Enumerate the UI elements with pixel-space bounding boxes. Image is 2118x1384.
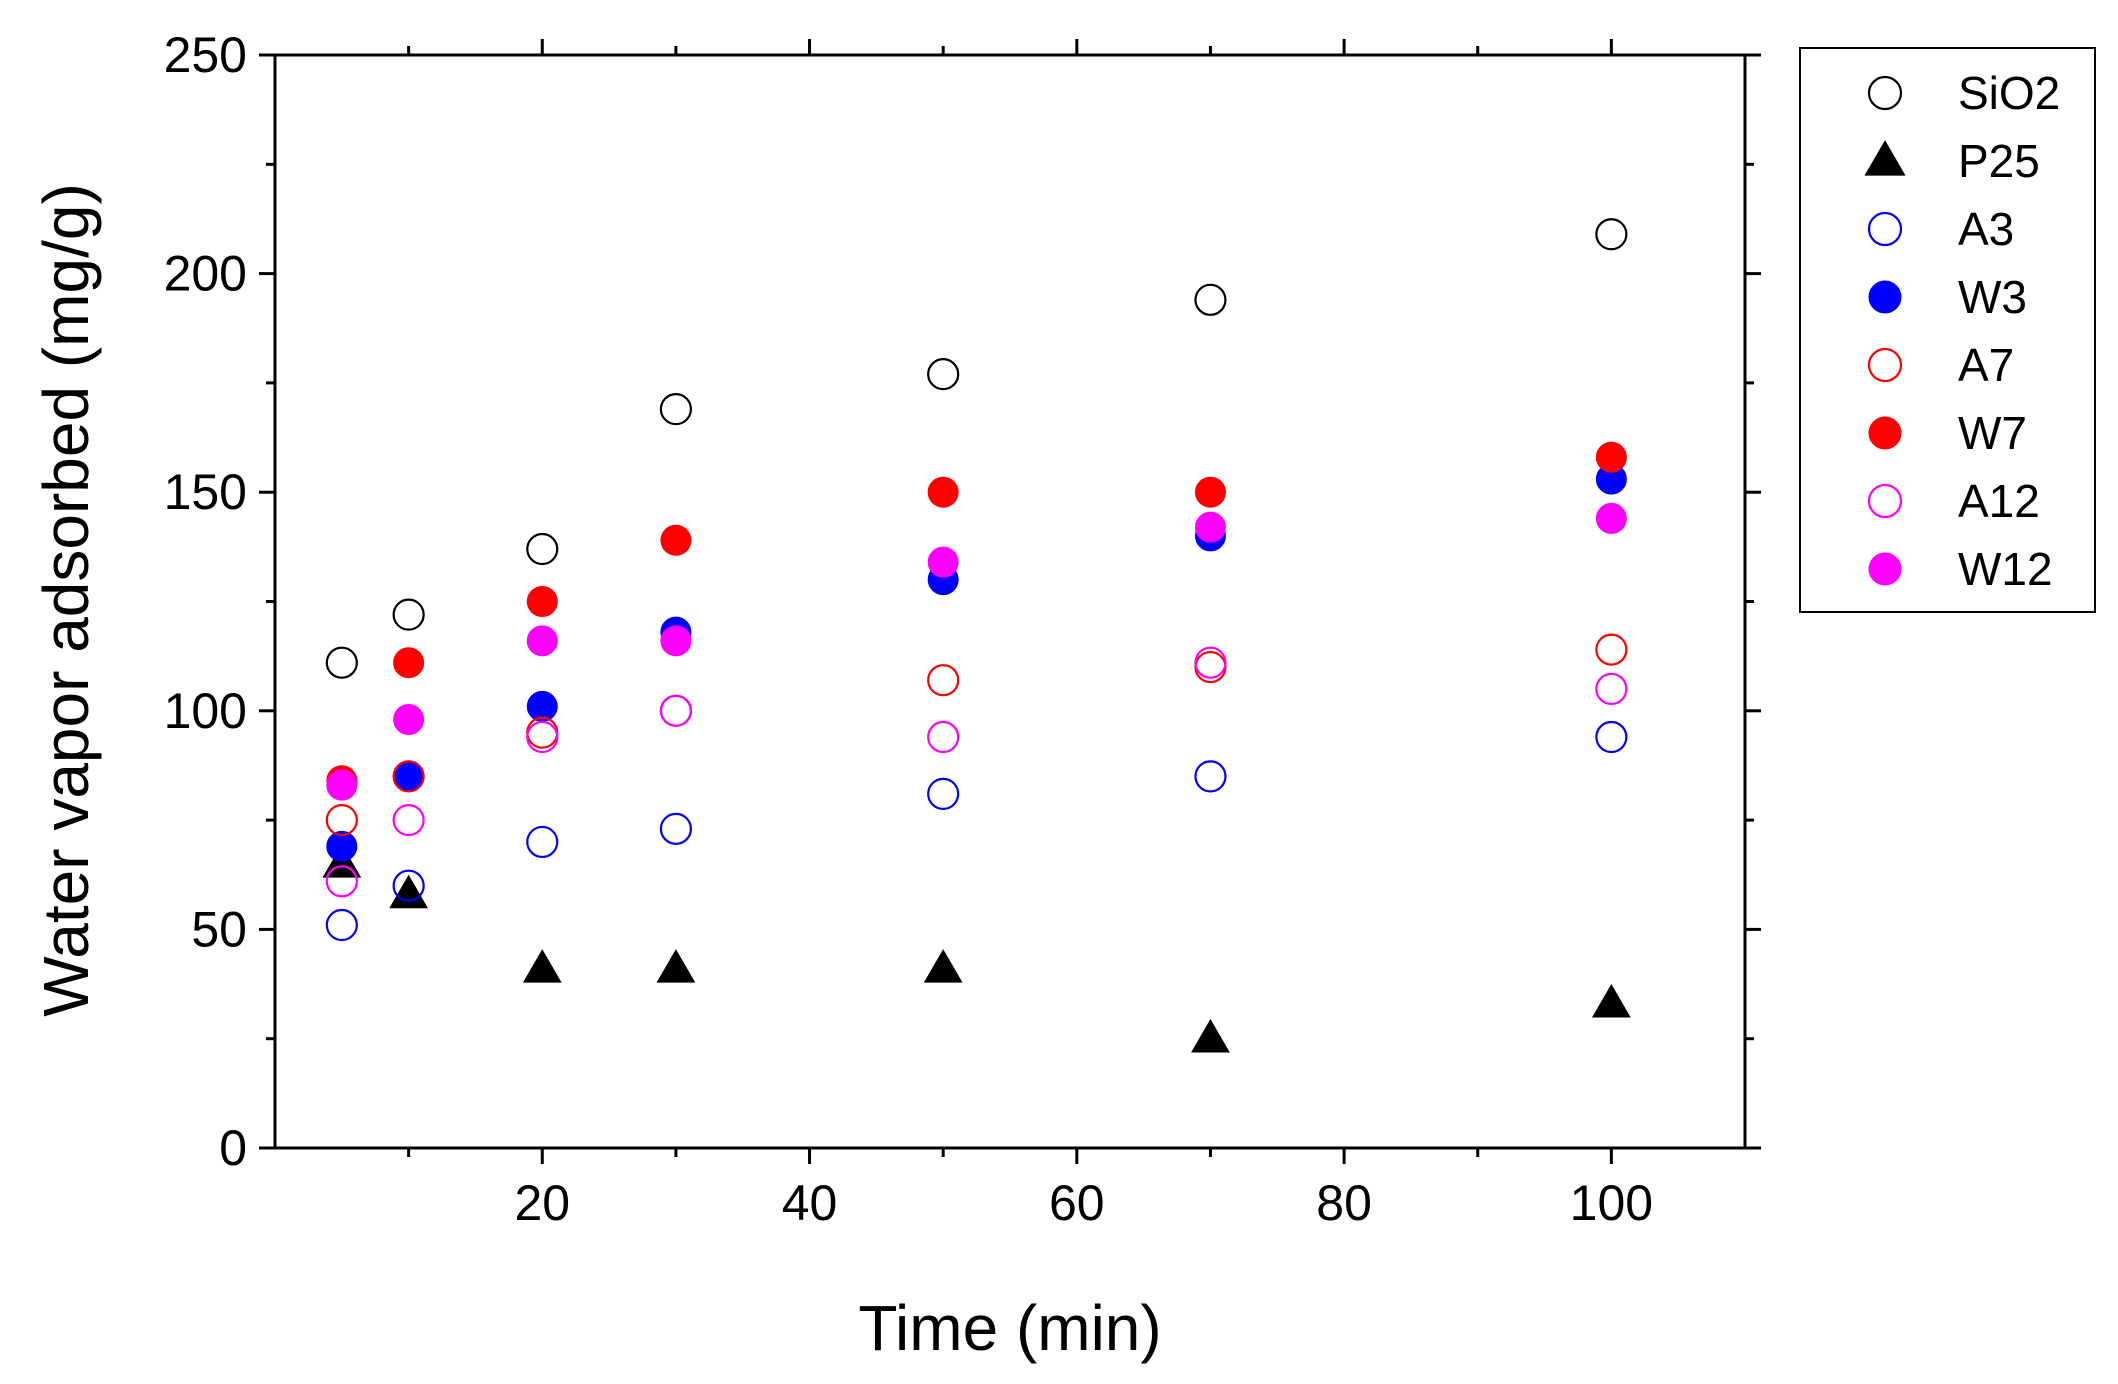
data-point-p25: [1591, 984, 1631, 1018]
series-w12: [326, 502, 1627, 801]
data-point-w7: [1194, 476, 1226, 508]
legend-label-a7: A7: [1958, 339, 2014, 391]
data-point-w7: [393, 647, 425, 679]
data-point-a3: [392, 869, 425, 902]
data-point-a3: [1194, 760, 1227, 793]
y-tick-label: 0: [219, 1120, 247, 1176]
legend-label-sio2: SiO2: [1958, 67, 2060, 119]
data-point-w12: [1595, 502, 1627, 534]
data-point-a3: [927, 777, 960, 810]
x-tick-label: 40: [782, 1175, 838, 1231]
data-point-sio2: [526, 532, 559, 566]
data-point-a3: [325, 908, 358, 942]
x-tick-label: 80: [1316, 1175, 1372, 1231]
legend-marker-w3: [1868, 280, 1902, 314]
legend-marker-a12: [1867, 483, 1903, 519]
legend-label-w12: W12: [1958, 543, 2053, 595]
data-point-sio2: [1595, 218, 1628, 251]
data-point-w12: [1194, 511, 1226, 543]
y-tick-label: 200: [164, 246, 247, 302]
data-point-w7: [526, 586, 558, 617]
legend-marker-a3: [1867, 211, 1903, 247]
data-point-a12: [325, 865, 358, 898]
legend-marker-w7: [1868, 416, 1902, 450]
data-point-a7: [927, 664, 960, 697]
data-point-a12: [659, 694, 693, 727]
x-tick-label: 100: [1570, 1175, 1653, 1231]
legend-marker-w12: [1868, 552, 1902, 586]
data-point-w7: [927, 476, 959, 508]
data-point-w7: [660, 524, 692, 556]
data-point-a12: [1194, 646, 1227, 679]
x-tick-label: 60: [1049, 1175, 1105, 1231]
data-point-w12: [393, 704, 425, 736]
series-a12: [325, 646, 1628, 898]
data-point-a12: [1595, 672, 1628, 706]
x-axis-title: Time (min): [858, 1292, 1161, 1364]
data-point-a7: [325, 803, 358, 837]
data-point-w12: [326, 769, 358, 801]
data-point-p25: [656, 949, 696, 983]
data-point-sio2: [392, 598, 425, 631]
data-point-w12: [660, 625, 692, 657]
data-point-a12: [526, 720, 559, 754]
legend-marker-sio2: [1867, 75, 1903, 111]
y-axis-title: Water vapor adsorbed (mg/g): [30, 183, 102, 1017]
data-point-sio2: [1194, 283, 1227, 316]
legend-label-w7: W7: [1958, 407, 2027, 459]
legend-label-a3: A3: [1958, 203, 2014, 255]
data-point-a3: [526, 825, 559, 859]
data-point-sio2: [659, 393, 693, 426]
legend-box: [1799, 47, 2096, 613]
data-point-a12: [927, 720, 960, 754]
legend-marker-a7: [1867, 347, 1903, 383]
legend-label-a12: A12: [1958, 475, 2040, 527]
y-tick-label: 100: [164, 683, 247, 739]
data-point-w12: [927, 546, 959, 578]
y-tick-label: 50: [191, 901, 247, 957]
series-a3: [325, 720, 1628, 942]
data-point-a3: [659, 812, 693, 845]
data-point-w3: [326, 830, 358, 862]
x-tick-label: 20: [514, 1175, 570, 1231]
data-point-p25: [389, 874, 429, 909]
data-point-a7: [392, 760, 425, 793]
legend: SiO2 P25 A3 W3 A7 W7 A12 W12: [1799, 47, 2096, 613]
data-point-p25: [1191, 1019, 1230, 1053]
y-tick-label: 250: [164, 27, 247, 83]
legend-label-p25: P25: [1958, 135, 2040, 187]
data-point-w7: [1595, 441, 1627, 473]
legend-marker-p25: [1864, 140, 1906, 176]
data-point-p25: [522, 949, 562, 983]
data-point-sio2: [325, 646, 358, 679]
data-point-a12: [392, 803, 425, 837]
legend-label-w3: W3: [1958, 271, 2027, 323]
data-point-a7: [1595, 633, 1628, 666]
y-tick-label: 150: [164, 464, 247, 520]
data-point-p25: [923, 949, 963, 983]
series-sio2: [325, 218, 1628, 679]
data-point-sio2: [927, 358, 960, 391]
data-point-a3: [1595, 720, 1628, 754]
data-point-w12: [526, 625, 558, 657]
